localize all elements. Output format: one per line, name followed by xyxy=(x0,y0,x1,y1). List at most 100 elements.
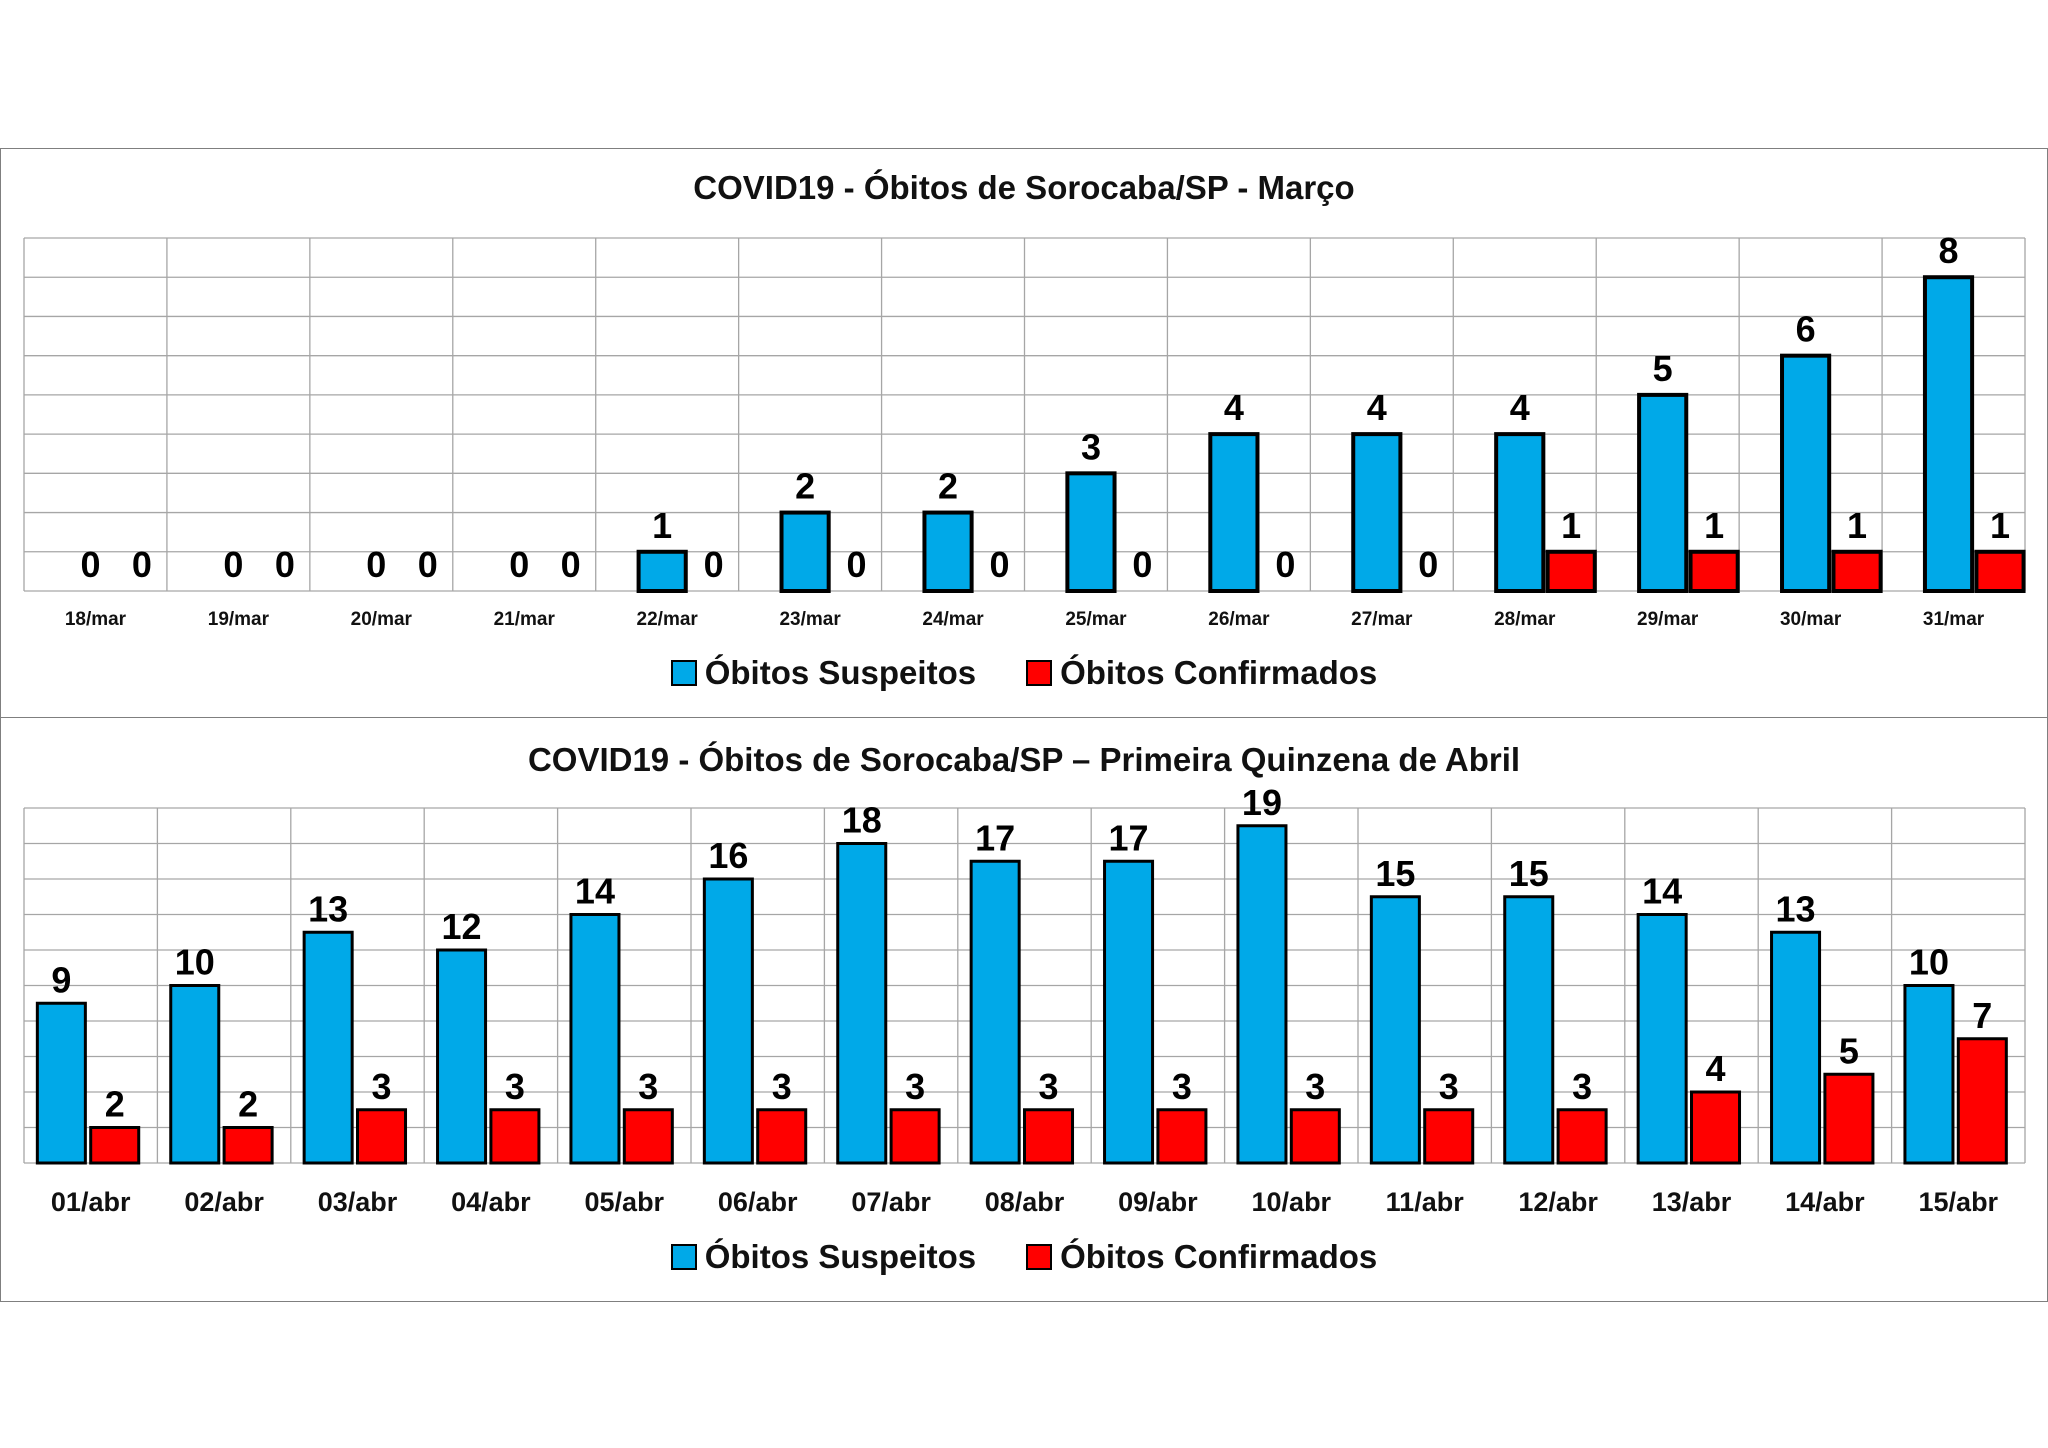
legend-item-suspeitos: Óbitos Suspeitos xyxy=(670,1238,977,1276)
legend-item-confirmados: Óbitos Confirmados xyxy=(1026,1238,1377,1276)
legend-item-confirmados: Óbitos Confirmados xyxy=(1026,654,1377,692)
chart-legend: Óbitos Suspeitos Óbitos Confirmados xyxy=(1,654,2047,692)
x-tick-label: 05/abr xyxy=(585,1187,665,1217)
data-label-confirmados: 0 xyxy=(418,544,438,585)
data-label-confirmados: 0 xyxy=(1418,544,1438,585)
bar-suspeitos xyxy=(35,1001,87,1165)
chart-title: COVID19 - Óbitos de Sorocaba/SP – Primei… xyxy=(527,741,1521,778)
data-label-suspeitos: 8 xyxy=(1939,230,1959,271)
bar-confirmados xyxy=(889,1108,941,1165)
bar-confirmados xyxy=(1023,1108,1075,1165)
data-label-confirmados: 0 xyxy=(275,544,295,585)
bar-confirmados xyxy=(1156,1108,1208,1165)
data-label-confirmados: 0 xyxy=(704,544,724,585)
x-tick-label: 29/mar xyxy=(1637,609,1699,630)
data-label-suspeitos: 13 xyxy=(308,888,348,929)
x-tick-label: 19/mar xyxy=(208,609,270,630)
bar-suspeitos xyxy=(302,930,354,1165)
data-label-confirmados: 3 xyxy=(1038,1066,1058,1107)
bar-confirmados xyxy=(356,1108,408,1165)
legend-swatch-suspeitos xyxy=(670,660,697,686)
data-label-suspeitos: 18 xyxy=(842,800,882,841)
x-tick-label: 18/mar xyxy=(65,609,127,630)
chart-march-panel: COVID19 - Óbitos de Sorocaba/SP - Março … xyxy=(0,148,2048,718)
data-label-suspeitos: 16 xyxy=(708,835,748,876)
x-tick-label: 30/mar xyxy=(1780,609,1842,630)
x-tick-label: 11/abr xyxy=(1386,1187,1465,1217)
data-label-confirmados: 2 xyxy=(105,1084,125,1125)
bar-suspeitos xyxy=(1494,432,1546,593)
bar-suspeitos xyxy=(1637,392,1689,593)
legend-swatch-suspeitos xyxy=(670,1244,697,1270)
data-label-suspeitos: 0 xyxy=(80,544,100,585)
bar-confirmados xyxy=(756,1108,808,1165)
data-label-confirmados: 0 xyxy=(989,544,1009,585)
data-label-confirmados: 3 xyxy=(1305,1066,1325,1107)
x-tick-label: 14/abr xyxy=(1785,1187,1865,1217)
legend-item-suspeitos: Óbitos Suspeitos xyxy=(670,654,976,692)
bar-suspeitos xyxy=(1503,895,1555,1165)
bar-confirmados xyxy=(489,1108,541,1165)
bar-suspeitos xyxy=(779,510,831,593)
bar-confirmados xyxy=(1974,549,2026,593)
data-label-confirmados: 3 xyxy=(1172,1066,1192,1107)
legend-label-suspeitos: Óbitos Suspeitos xyxy=(704,1238,977,1275)
data-label-confirmados: 3 xyxy=(638,1066,658,1107)
bar-suspeitos xyxy=(1369,895,1421,1165)
x-tick-label: 04/abr xyxy=(451,1187,531,1217)
legend-swatch-confirmados xyxy=(1026,1244,1053,1270)
data-label-confirmados: 0 xyxy=(1275,544,1295,585)
x-tick-label: 23/mar xyxy=(779,609,841,630)
data-label-suspeitos: 12 xyxy=(442,906,482,947)
data-label-confirmados: 4 xyxy=(1705,1048,1725,1089)
data-label-suspeitos: 0 xyxy=(509,544,529,585)
data-label-suspeitos: 17 xyxy=(1109,817,1149,858)
bar-suspeitos xyxy=(1065,471,1117,594)
chart-april-plot: 9 2 01/abr 10 2 02/abr 13 3 03/abr 12 3 04/abr 14 3 05… xyxy=(23,782,2026,1217)
x-tick-label: 20/mar xyxy=(351,609,413,630)
bar-suspeitos xyxy=(1636,913,1688,1165)
legend-label-confirmados: Óbitos Confirmados xyxy=(1060,1238,1378,1275)
x-tick-label: 24/mar xyxy=(922,609,984,630)
data-label-confirmados: 3 xyxy=(1439,1066,1459,1107)
bar-suspeitos xyxy=(1922,275,1975,593)
data-label-suspeitos: 4 xyxy=(1510,387,1530,428)
bar-confirmados xyxy=(1556,1108,1608,1165)
x-tick-label: 06/abr xyxy=(718,1187,798,1217)
legend-swatch-confirmados xyxy=(1026,660,1053,686)
bar-confirmados xyxy=(1690,1090,1742,1165)
x-tick-label: 02/abr xyxy=(184,1187,264,1217)
x-tick-label: 15/abr xyxy=(1919,1187,1999,1217)
data-label-suspeitos: 4 xyxy=(1224,387,1244,428)
bar-confirmados xyxy=(1289,1108,1341,1165)
data-label-confirmados: 2 xyxy=(238,1084,258,1125)
bar-confirmados xyxy=(1688,549,1740,593)
data-label-confirmados: 3 xyxy=(371,1066,391,1107)
bar-confirmados xyxy=(222,1126,274,1165)
bar-suspeitos xyxy=(836,842,888,1165)
bar-suspeitos xyxy=(436,948,488,1165)
bar-suspeitos xyxy=(1351,432,1403,593)
x-tick-label: 10/abr xyxy=(1252,1187,1332,1217)
data-label-suspeitos: 10 xyxy=(175,942,215,983)
legend-label-confirmados: Óbitos Confirmados xyxy=(1060,654,1378,691)
bar-suspeitos xyxy=(1903,984,1955,1165)
x-tick-label: 13/abr xyxy=(1652,1187,1732,1217)
data-label-confirmados: 1 xyxy=(1561,505,1581,546)
chart-april-panel: COVID19 - Óbitos de Sorocaba/SP – Primei… xyxy=(0,717,2048,1302)
data-label-confirmados: 5 xyxy=(1839,1030,1859,1071)
x-tick-label: 01/abr xyxy=(51,1187,131,1217)
data-label-suspeitos: 17 xyxy=(975,817,1015,858)
data-label-suspeitos: 5 xyxy=(1653,348,1673,389)
data-label-confirmados: 1 xyxy=(1847,505,1867,546)
data-label-suspeitos: 6 xyxy=(1796,309,1816,350)
data-label-confirmados: 0 xyxy=(1132,544,1152,585)
bar-suspeitos xyxy=(636,549,688,593)
bar-suspeitos xyxy=(1770,930,1822,1165)
data-label-confirmados: 3 xyxy=(772,1066,792,1107)
data-label-confirmados: 0 xyxy=(561,544,581,585)
data-label-confirmados: 1 xyxy=(1704,505,1724,546)
x-tick-label: 08/abr xyxy=(985,1187,1065,1217)
data-label-suspeitos: 3 xyxy=(1081,426,1101,467)
